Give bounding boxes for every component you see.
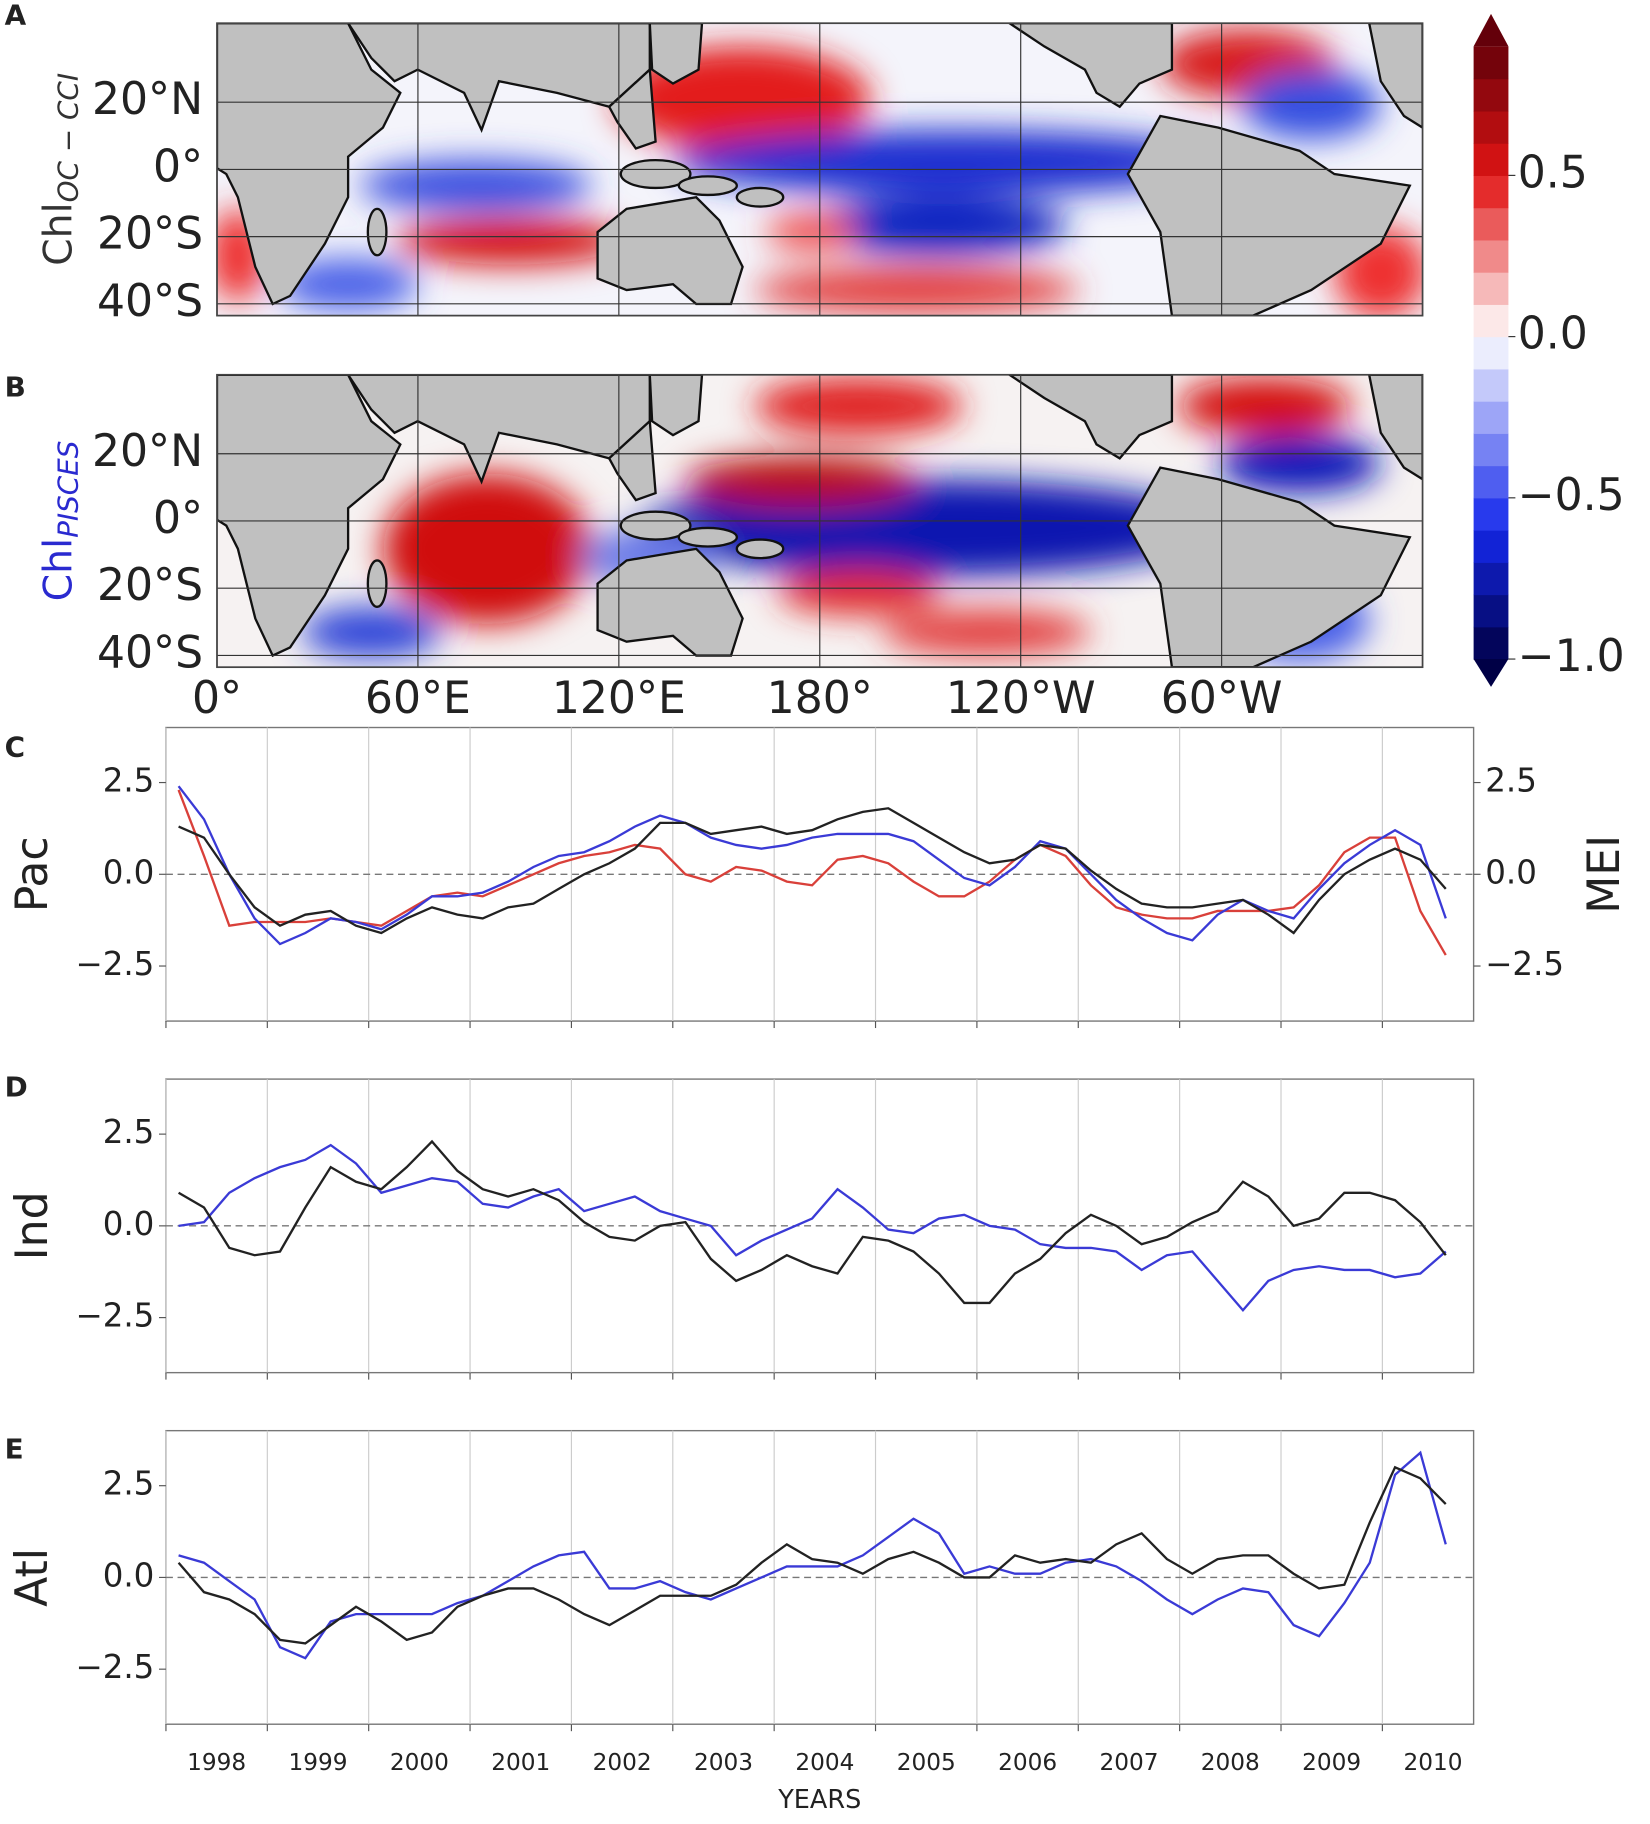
x-tick-label: 1998 — [187, 1749, 246, 1776]
map-frame — [216, 22, 1424, 317]
x-tick-label: 1999 — [288, 1749, 347, 1776]
series-line — [177, 1465, 1447, 1645]
map-a — [217, 23, 1423, 316]
colorbar-band — [1473, 78, 1509, 112]
map-lat-label: 40°S — [97, 627, 203, 678]
y-tick-label: 0.0 — [103, 1556, 155, 1594]
colorbar-band — [1473, 401, 1509, 434]
colorbar-band — [1473, 304, 1509, 338]
map-lon-label: 60°W — [1161, 673, 1283, 724]
x-tick-label: 2002 — [593, 1749, 652, 1776]
colorbar-band — [1473, 175, 1509, 209]
colorbar-band — [1473, 336, 1509, 370]
series-line — [177, 789, 1447, 956]
colorbar-arrow — [1473, 659, 1509, 687]
colorbar-band — [1473, 626, 1509, 660]
map-lat-label: 20°S — [97, 560, 203, 611]
colorbar-band — [1473, 143, 1509, 176]
y-tick-label: 0.0 — [103, 1205, 155, 1243]
map-ylabel: ChlPISCES — [35, 441, 85, 602]
map-ylabel-main: Chl — [35, 202, 81, 266]
map-lat-label: 40°S — [97, 276, 203, 327]
map-ylabel-sub: PISCES — [52, 441, 85, 538]
y2-tick-label: −2.5 — [1485, 945, 1564, 983]
colorbar-band — [1473, 110, 1509, 144]
colorbar-band — [1473, 239, 1509, 273]
colorbar-tick-label: −0.5 — [1518, 470, 1625, 521]
map-ylabel: ChlOC − CCI — [35, 73, 85, 266]
colorbar-band — [1473, 497, 1509, 531]
panel-label: E — [5, 1432, 24, 1465]
colorbar-arrow — [1473, 13, 1509, 47]
series-line — [178, 1450, 1447, 1660]
panel-label: D — [5, 1070, 28, 1103]
colorbar-band — [1473, 530, 1509, 563]
y2-tick-label: 2.5 — [1485, 762, 1537, 800]
map-lon-label: 120°E — [552, 673, 686, 724]
map-frame — [216, 373, 1424, 669]
map-ylabel-main: Chl — [35, 538, 81, 602]
y-tick-label: 2.5 — [103, 1113, 155, 1151]
map-lat-label: 20°S — [97, 209, 203, 260]
map-lon-label: 0° — [192, 673, 242, 724]
map-lon-label: 120°W — [946, 673, 1096, 724]
colorbar-band — [1473, 562, 1509, 596]
map-lat-label: 20°N — [92, 426, 203, 477]
panel-label: A — [5, 0, 27, 31]
map-ylabel-sub: OC − CCI — [52, 73, 85, 202]
series-line — [178, 807, 1447, 935]
y-tick-label: 2.5 — [103, 762, 155, 800]
colorbar-band — [1473, 368, 1509, 402]
x-tick-label: 2008 — [1201, 1749, 1260, 1776]
x-tick-label: 2006 — [998, 1749, 1057, 1776]
colorbar-band — [1473, 46, 1509, 80]
y-tick-label: −2.5 — [75, 945, 154, 983]
y2-axis-label: MEI — [1579, 835, 1630, 914]
x-tick-label: 2010 — [1404, 1749, 1463, 1776]
y-tick-label: 0.0 — [103, 853, 155, 891]
colorbar-band — [1473, 465, 1509, 499]
colorbar-band — [1473, 272, 1509, 305]
x-tick-label: 2007 — [1099, 1749, 1158, 1776]
map-lon-label: 60°E — [365, 673, 471, 724]
map-lon-label: 180° — [767, 673, 873, 724]
series-line — [178, 1139, 1447, 1305]
y-tick-label: −2.5 — [75, 1297, 154, 1335]
series-line — [178, 1143, 1447, 1312]
map-lat-label: 20°N — [92, 74, 203, 125]
panel-label: C — [5, 730, 25, 763]
series-line — [177, 785, 1447, 946]
y-tick-label: −2.5 — [75, 1648, 154, 1686]
y2-tick-label: 0.0 — [1485, 853, 1537, 891]
colorbar-tick-label: 0.5 — [1518, 147, 1588, 198]
colorbar-tick-label: 0.0 — [1518, 309, 1588, 360]
colorbar-band — [1473, 207, 1509, 241]
y-tick-label: 2.5 — [103, 1465, 155, 1503]
x-tick-label: 2001 — [491, 1749, 550, 1776]
x-tick-label: 2000 — [390, 1749, 449, 1776]
colorbar-band — [1473, 433, 1509, 467]
map-lat-label: 0° — [153, 141, 203, 192]
x-tick-label: 2009 — [1302, 1749, 1361, 1776]
y-axis-label: Atl — [7, 1548, 58, 1607]
map-lat-label: 0° — [153, 493, 203, 544]
colorbar-tick-label: −1.0 — [1518, 631, 1625, 682]
colorbar-band — [1473, 594, 1509, 628]
x-axis-label: YEARS — [777, 1785, 861, 1815]
x-tick-label: 2003 — [694, 1749, 753, 1776]
panel-label: B — [5, 371, 26, 404]
y-axis-label: Ind — [7, 1191, 58, 1260]
x-tick-label: 2005 — [897, 1749, 956, 1776]
y-axis-label: Pac — [7, 836, 58, 912]
x-tick-label: 2004 — [795, 1749, 854, 1776]
